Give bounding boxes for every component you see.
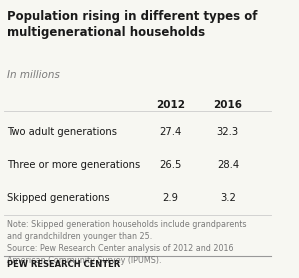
Text: Population rising in different types of
multigenerational households: Population rising in different types of … [7, 10, 257, 39]
Text: 28.4: 28.4 [217, 160, 239, 170]
Text: In millions: In millions [7, 70, 60, 80]
Text: 27.4: 27.4 [159, 127, 182, 137]
Text: 32.3: 32.3 [217, 127, 239, 137]
Text: 26.5: 26.5 [159, 160, 182, 170]
Text: 3.2: 3.2 [220, 193, 236, 203]
Text: Three or more generations: Three or more generations [7, 160, 140, 170]
Text: Note: Skipped generation households include grandparents
and grandchildren young: Note: Skipped generation households incl… [7, 220, 246, 265]
Text: 2012: 2012 [156, 100, 185, 110]
Text: 2016: 2016 [213, 100, 242, 110]
Text: 2.9: 2.9 [163, 193, 179, 203]
Text: Skipped generations: Skipped generations [7, 193, 109, 203]
Text: PEW RESEARCH CENTER: PEW RESEARCH CENTER [7, 260, 120, 269]
Text: Two adult generations: Two adult generations [7, 127, 117, 137]
